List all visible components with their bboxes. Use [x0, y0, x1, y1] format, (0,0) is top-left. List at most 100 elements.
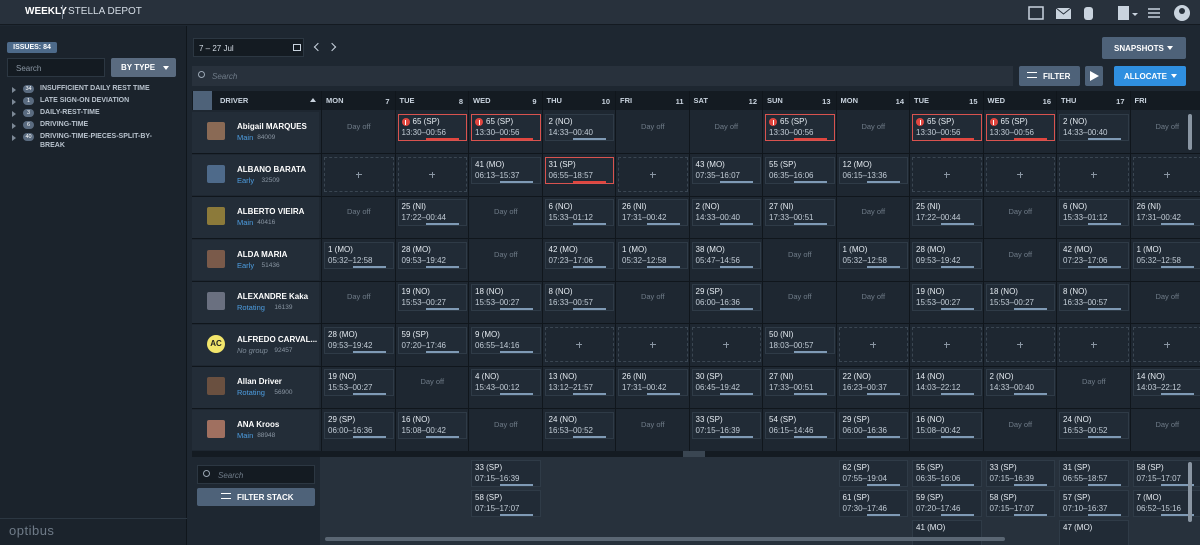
open-slot[interactable] [912, 326, 982, 362]
open-slot[interactable] [838, 326, 908, 362]
day-separator [615, 91, 616, 458]
duty-progress [940, 514, 974, 516]
driver-avatar [207, 207, 225, 225]
driver-name[interactable]: ALDA MARIA [237, 249, 288, 259]
duty-card: 2 (NO) 14:33–00:40 [985, 369, 1055, 396]
driver-group: Early [237, 175, 255, 185]
open-slot[interactable] [324, 156, 394, 192]
duty-card: 9 (MO) 06:55–14:16 [471, 326, 541, 354]
duty-time: 15:08–00:42 [401, 425, 447, 435]
settings-icon[interactable] [1148, 8, 1160, 18]
filter-stack-button[interactable]: FILTER STACK [197, 488, 315, 506]
duty-progress [867, 393, 901, 395]
alert-icon [916, 118, 924, 126]
schedule-search[interactable]: Search [192, 66, 1013, 86]
doc-icon[interactable] [1118, 6, 1129, 20]
hand-icon[interactable] [1084, 7, 1093, 20]
open-slot[interactable] [985, 326, 1055, 362]
duty-card: 16 (NO) 15:08–00:42 [912, 411, 982, 439]
plus-v [1093, 171, 1095, 178]
duty-card: 1 (MO) 05:32–12:58 [1132, 241, 1200, 269]
duty-progress [646, 265, 680, 268]
driver-name[interactable]: Allan Driver [237, 377, 282, 386]
open-slot[interactable] [1059, 156, 1129, 192]
driver-name[interactable]: ALFREDO CARVAL... [237, 334, 318, 344]
open-slot[interactable] [1059, 326, 1129, 362]
duty-name: 26 (NI) [622, 372, 647, 381]
plus-v [1093, 341, 1095, 348]
filter-button[interactable]: FILTER [1019, 66, 1080, 86]
caret [1171, 74, 1177, 78]
driver-header[interactable]: DRIVER [220, 96, 249, 105]
duty-card: 33 (SP) 07:15–16:39 [691, 411, 761, 439]
open-slot[interactable] [397, 156, 467, 192]
duty-progress [793, 180, 827, 183]
depot-name: STELLA DEPOT [68, 6, 142, 17]
allocate-button[interactable]: ALLOCATE [1114, 66, 1186, 86]
duty-progress [793, 138, 827, 140]
duty-name: 31 (SP) [1063, 463, 1091, 472]
open-slot[interactable] [1132, 326, 1200, 362]
prev-week[interactable] [313, 42, 323, 52]
duty-name: 26 (NI) [1136, 202, 1161, 211]
sort-icon[interactable] [193, 91, 212, 110]
open-slot[interactable] [912, 156, 982, 192]
duty-card: 18 (NO) 15:53–00:27 [471, 284, 541, 311]
duty-name: 38 (MO) [695, 244, 725, 254]
driver-name[interactable]: ALBERTO VIEIRA [237, 207, 305, 216]
date-picker[interactable]: 7 – 27 Jul [193, 38, 304, 57]
driver-id: 16139 [274, 304, 293, 311]
driver-name[interactable]: ALEXANDRE Kaka [237, 292, 309, 301]
duty-card: 13 (NO) 13:12–21:57 [544, 369, 614, 396]
issue-arrow [12, 99, 16, 105]
driver-id: 56900 [274, 389, 293, 396]
driver-name[interactable]: Abigail MARQUES [237, 122, 307, 131]
open-slot[interactable] [1132, 156, 1200, 192]
duty-progress [720, 308, 754, 310]
group-by-button[interactable]: BY TYPE [111, 58, 176, 77]
duty-name: 41 (MO) [475, 159, 505, 169]
duty-card: 19 (NO) 15:53–00:27 [912, 284, 982, 311]
duty-time: 15:53–00:27 [401, 298, 447, 307]
open-slot[interactable] [985, 156, 1055, 192]
issue-count: 34 [23, 85, 34, 93]
day-off: Day off [1008, 419, 1033, 429]
issue-label[interactable]: DRIVING-TIME-PIECES-SPLIT-BY-BREAK [40, 133, 153, 149]
alert-mark [405, 119, 406, 125]
calendar-icon[interactable] [1028, 6, 1044, 20]
duty-progress [573, 265, 607, 268]
duty-name: 2 (NO) [1063, 117, 1087, 126]
duty-name: 1 (MO) [622, 244, 647, 254]
duty-time: 14:33–00:40 [695, 213, 741, 222]
duty-name: 58 (SP) [1136, 463, 1164, 472]
duty-time: 06:35–16:06 [769, 170, 814, 180]
issue-label[interactable]: DAILY-REST-TIME [40, 109, 100, 116]
issue-label[interactable]: DRIVING-TIME [40, 121, 89, 128]
duty-time: 06:45–19:42 [695, 383, 741, 392]
snapshots-button[interactable]: SNAPSHOTS [1102, 37, 1186, 59]
duty-time: 06:13–15:37 [475, 170, 520, 180]
open-slot[interactable] [618, 326, 688, 362]
duty-progress [940, 308, 974, 310]
open-slot[interactable] [618, 156, 688, 192]
issue-label[interactable]: LATE SIGN-ON DEVIATION [40, 97, 130, 104]
driver-name[interactable]: ALBANO BARATA [237, 164, 307, 174]
stack-search[interactable]: Search [197, 465, 315, 484]
duty-card: 65 (SP) 13:30–00:56 [912, 114, 982, 141]
calendar-icon[interactable] [293, 44, 301, 51]
open-slot[interactable] [691, 326, 761, 362]
duty-progress [1161, 393, 1195, 395]
issue-label[interactable]: INSUFFICIENT DAILY REST TIME [40, 85, 150, 92]
driver-id: 88948 [257, 431, 276, 439]
driver-name[interactable]: ANA Kroos [237, 419, 280, 429]
duty-card: 38 (MO) 05:47–14:56 [691, 241, 761, 269]
duty-card: 1 (MO) 05:32–12:58 [324, 241, 394, 269]
next-week[interactable] [327, 42, 337, 52]
day-name: THU [546, 96, 562, 105]
open-slot[interactable] [544, 326, 614, 362]
duty-time: 13:30–00:56 [989, 128, 1035, 137]
duty-time: 09:53–19:42 [328, 340, 373, 350]
issue-search[interactable]: Search [7, 58, 105, 77]
duty-time: 05:47–14:56 [695, 255, 741, 265]
caret [1167, 46, 1173, 50]
